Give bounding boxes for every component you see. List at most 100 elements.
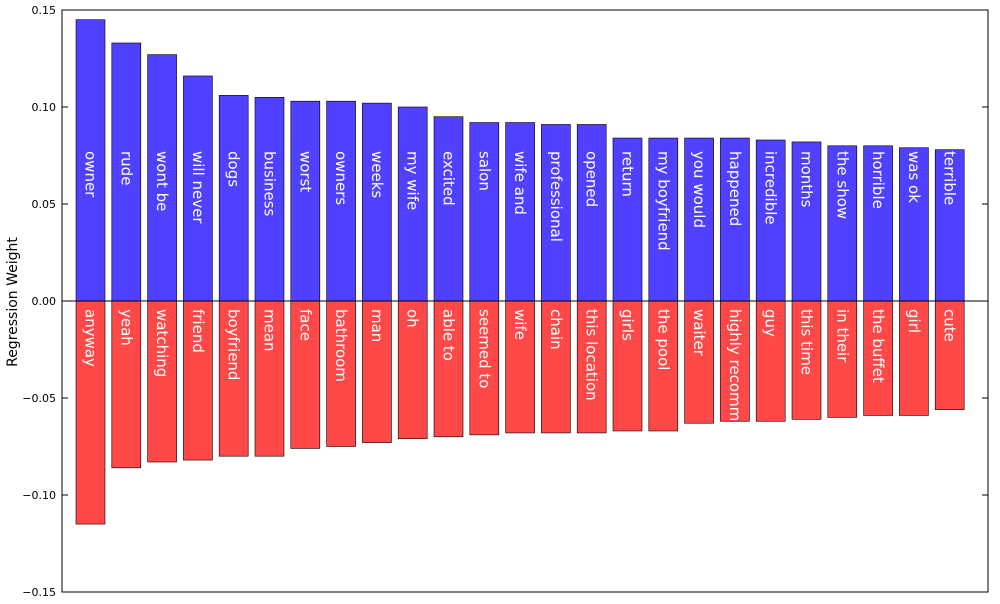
negative-bar-label: chain — [547, 309, 565, 350]
negative-bar — [183, 300, 213, 461]
positive-bar — [648, 137, 679, 302]
negative-bar-label: this time — [798, 309, 816, 375]
negative-bar-label: friend — [189, 309, 207, 353]
positive-bars: owner rude wont be will never dogs business wo… — [75, 19, 965, 302]
y-tick-label: 0.05 — [32, 198, 57, 211]
negative-bar-label: yeah — [117, 309, 135, 346]
negative-bar — [290, 300, 321, 449]
negative-bar — [684, 300, 714, 424]
negative-bar-label: face — [296, 309, 314, 341]
positive-bar-label: horrible — [869, 151, 887, 209]
negative-bar-label: man — [368, 309, 386, 342]
negative-bar-label: anyway — [82, 309, 100, 367]
negative-bar — [934, 300, 965, 410]
positive-bar — [684, 137, 714, 302]
positive-bar — [362, 102, 392, 302]
positive-bar-label: terrible — [941, 151, 959, 205]
positive-bar-label: business — [261, 151, 279, 217]
positive-bar-label: return — [619, 151, 637, 197]
positive-bar — [863, 145, 893, 302]
positive-bar-label: excited — [440, 151, 458, 206]
negative-bar-label: cute — [941, 309, 959, 342]
positive-bar-label: you would — [690, 151, 708, 228]
positive-bar-label: owners — [332, 151, 350, 205]
positive-bar — [326, 100, 356, 302]
positive-bar — [612, 137, 643, 302]
positive-bar-label: salon — [475, 151, 493, 191]
positive-bar-label: months — [798, 151, 816, 208]
negative-bar-label: this location — [583, 309, 601, 401]
y-tick-label: −0.05 — [22, 392, 56, 405]
positive-bar — [183, 75, 213, 302]
positive-bar-label: the show — [833, 151, 851, 219]
y-axis-label: Regression Weight — [5, 237, 21, 367]
negative-bar — [326, 300, 356, 447]
positive-bar — [433, 116, 464, 302]
positive-bar — [827, 145, 858, 302]
positive-bar-label: professional — [547, 151, 565, 242]
positive-bar — [505, 122, 535, 302]
negative-bar-label: girl — [905, 309, 923, 333]
positive-bar-label: worst — [296, 151, 314, 192]
y-axis-ticks: 0.15 0.10 0.05 0.00 −0.05 −0.10 −0.15 — [22, 4, 988, 599]
positive-bar — [218, 95, 249, 302]
negative-bar — [362, 300, 392, 443]
negative-bar — [541, 300, 571, 434]
negative-bar — [75, 300, 106, 525]
negative-bar — [505, 300, 535, 434]
positive-bar-label: dogs — [225, 151, 243, 187]
positive-bar — [469, 122, 500, 302]
negative-bar — [755, 300, 786, 422]
positive-bar — [720, 137, 750, 302]
y-tick-label: 0.15 — [32, 4, 57, 17]
positive-bar — [290, 100, 321, 302]
positive-bar — [755, 139, 786, 302]
negative-bar-label: the buffet — [869, 309, 887, 383]
positive-bar-label: wont be — [153, 151, 171, 211]
positive-bar — [75, 19, 106, 302]
positive-bar-label: weeks — [368, 151, 386, 198]
positive-bar-label: wife and — [511, 151, 529, 215]
negative-bars: anyway yeah watching friend boyfriend mean fac… — [75, 300, 965, 525]
positive-bar — [111, 42, 142, 302]
negative-bar-label: bathroom — [332, 309, 350, 382]
positive-bar — [254, 97, 285, 302]
positive-bar-label: happened — [726, 151, 744, 226]
negative-bar — [576, 300, 607, 434]
positive-bar-label: my boyfriend — [654, 151, 672, 251]
positive-bar — [576, 124, 607, 302]
positive-bar-label: opened — [583, 151, 601, 207]
negative-bar — [791, 300, 822, 420]
positive-bar — [934, 149, 965, 302]
positive-bar — [147, 54, 177, 302]
negative-bar — [827, 300, 858, 418]
positive-bar-label: will never — [189, 151, 207, 224]
negative-bar-label: seemed to — [475, 309, 493, 388]
negative-bar-label: able to — [440, 309, 458, 361]
positive-bar-label: owner — [82, 151, 100, 198]
negative-bar — [612, 300, 643, 432]
negative-bar — [469, 300, 500, 436]
negative-bar — [218, 300, 249, 457]
negative-bar-label: guy — [762, 309, 780, 337]
y-tick-label: −0.15 — [22, 586, 56, 599]
y-tick-label: 0.10 — [32, 101, 57, 114]
negative-bar-label: oh — [404, 309, 422, 328]
y-tick-label: 0.00 — [32, 295, 57, 308]
negative-bar-label: watching — [153, 309, 171, 377]
negative-bar-label: boyfriend — [225, 309, 243, 380]
positive-bar-label: rude — [117, 151, 135, 185]
negative-bar-label: in their — [833, 309, 851, 363]
positive-bar-label: incredible — [762, 151, 780, 225]
positive-bar — [791, 141, 822, 302]
negative-bar-label: wife — [511, 309, 529, 340]
negative-bar-label: the pool — [654, 309, 672, 370]
negative-bar — [147, 300, 177, 463]
negative-bar-label: girls — [619, 309, 637, 341]
negative-bar-label: mean — [261, 309, 279, 352]
negative-bar — [648, 300, 679, 432]
negative-bar — [254, 300, 285, 457]
negative-bar-label: waiter — [690, 309, 708, 357]
negative-bar-label: highly recomm — [726, 309, 744, 421]
